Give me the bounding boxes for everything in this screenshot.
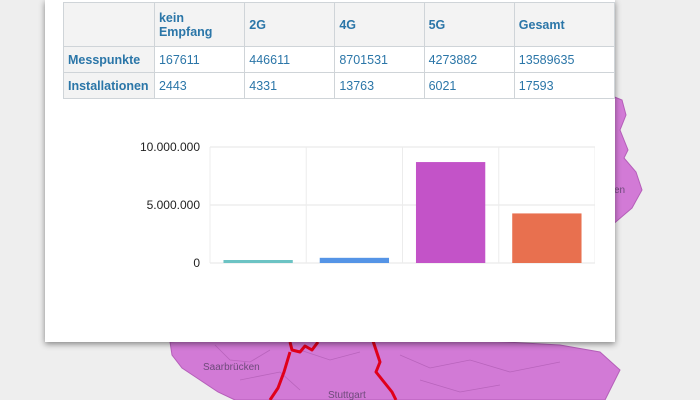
table-cell: 4273882: [423, 46, 515, 73]
table-header-empty: [63, 2, 155, 47]
state-border: [268, 337, 398, 400]
map-label-stuttgart: Stuttgart: [328, 390, 366, 400]
table-row: Messpunkte 167611 446611 8701531 4273882…: [63, 46, 616, 73]
bar-1: [223, 260, 293, 263]
table-cell: 17593: [513, 72, 616, 99]
table-header-total: Gesamt: [513, 2, 616, 47]
table-row: Installationen 2443 4331 13763 6021 1759…: [63, 72, 616, 99]
table-cell: 13763: [334, 72, 425, 99]
row-label-messpunkte: Messpunkte: [63, 46, 155, 73]
y-tick-label: 5.000.000: [147, 198, 201, 212]
bar-3: [415, 162, 486, 263]
map-label-partial: en: [614, 185, 625, 196]
row-label-installationen: Installationen: [63, 72, 155, 99]
map-label-saarbruecken: Saarbrücken: [203, 362, 260, 373]
map-region-east[interactable]: [611, 95, 643, 227]
table-header-2g: 2G: [244, 2, 336, 47]
bar-2: [319, 257, 390, 263]
y-tick-label: 10.000.000: [140, 140, 200, 154]
table-cell: 8701531: [334, 46, 425, 73]
table-cell: 6021: [423, 72, 515, 99]
table-cell: 167611: [153, 46, 246, 73]
table-cell: 4331: [244, 72, 336, 99]
table-header-no-signal: kein Empfang: [153, 2, 246, 47]
table-cell: 446611: [244, 46, 336, 73]
bar-4: [512, 213, 582, 263]
table-header-5g: 5G: [423, 2, 515, 47]
table-cell: 2443: [153, 72, 246, 99]
bar-chart: 10.000.000 5.000.000 0: [140, 140, 595, 270]
statistics-table: kein Empfang 2G 4G 5G Gesamt Messpunkte …: [63, 2, 616, 99]
table-header-row: kein Empfang 2G 4G 5G Gesamt: [63, 2, 616, 47]
table-header-4g: 4G: [334, 2, 425, 47]
table-cell: 13589635: [513, 46, 616, 73]
y-tick-label: 0: [193, 256, 200, 270]
statistics-popup: kein Empfang 2G 4G 5G Gesamt Messpunkte …: [45, 0, 616, 342]
